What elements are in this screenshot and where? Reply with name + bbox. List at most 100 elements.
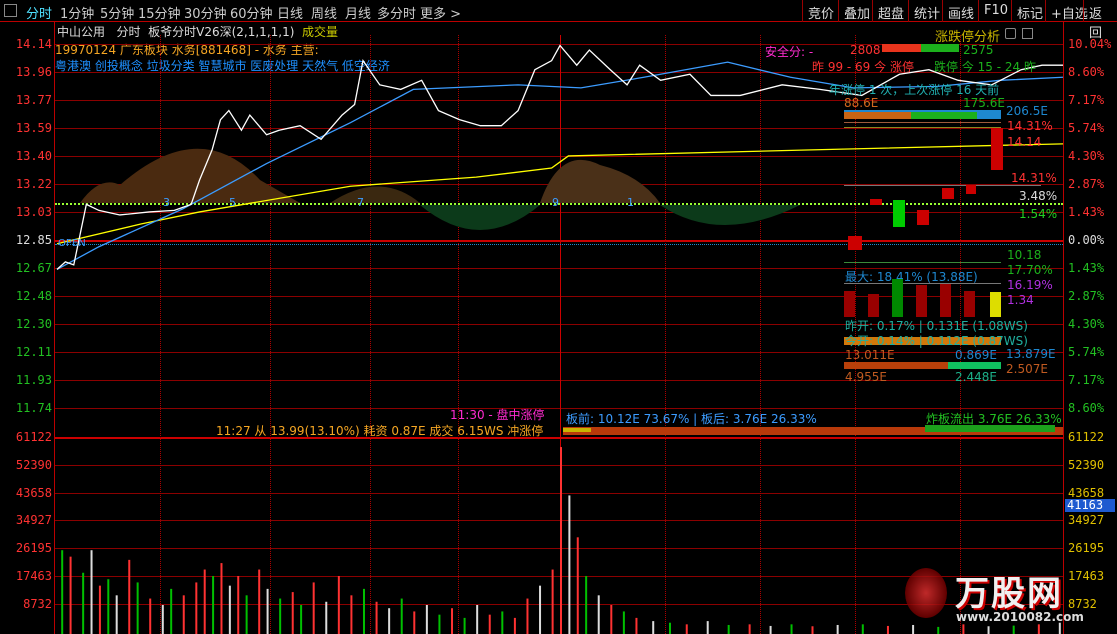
momentum-area [80,148,300,203]
collapse-up-icon[interactable] [1005,28,1016,39]
volume-tick: 17463 [1068,569,1105,583]
grid-line [55,408,1063,409]
candle [848,236,862,250]
tab-4[interactable]: 30分钟 [184,7,227,22]
tab-1[interactable]: 1分钟 [60,7,95,22]
volume-bar [1012,625,1015,634]
momentum-area [330,186,420,203]
panel-toggle-icon[interactable] [1022,28,1033,39]
volume-bar [685,624,688,634]
volume-bar [610,604,613,634]
grid-line [55,212,1063,213]
toolbar-button-8[interactable]: 返回 [1083,0,1117,41]
volume-bar [203,569,206,634]
tab-0[interactable]: 分时 [26,7,53,22]
time-grid-line [458,35,459,634]
toolbar-button-5[interactable]: F10 [978,0,1013,22]
volume-bar [266,588,269,634]
volume-bar [836,624,839,634]
volume-bar [258,569,261,634]
amount-e1: 13.879E [1006,347,1056,361]
amount-e2: 13.011E [845,348,895,362]
volume-bar [987,626,990,634]
divider [844,127,1001,128]
up-down-ratio-bar-up [882,44,921,52]
time-grid-line [270,35,271,634]
volume-bar [1058,622,1061,634]
time-grid-line [560,35,561,634]
volume-tick: 52390 [15,457,52,472]
tab-5[interactable]: 60分钟 [230,7,273,22]
volume-bar [195,582,198,634]
candle [870,199,882,205]
pct-tick: 4.30% [1068,317,1105,331]
tab-2[interactable]: 5分钟 [100,7,135,22]
signal-marker: 3 [163,196,170,209]
time-grid-line [665,35,666,634]
up-down-ratio-bar-down [921,44,959,52]
toolbar-button-4[interactable]: 画线 [942,0,979,22]
flow-bar-left [844,362,948,369]
volume-bar [128,559,131,634]
limit-up-note: 11:27 从 13.99(13.10%) 耗资 0.87E 成交 6.15WS… [216,424,544,438]
toolbar-button-2[interactable]: 超盘 [872,0,909,22]
momentum-area [660,205,800,225]
toolbar-button-3[interactable]: 统计 [908,0,945,22]
volume-bar [539,585,542,634]
price-tick: 12.30 [15,317,52,331]
volume-bar [388,608,391,634]
pct-tick: 2.87% [1068,177,1105,191]
tab-10[interactable]: 更多 > [420,7,462,22]
tab-7[interactable]: 周线 [311,7,338,22]
pct-tick: 8.60% [1068,65,1105,79]
price-tick: 13.03 [15,205,52,219]
volume-bar [811,626,814,634]
average-price-line [56,61,1064,270]
volume-bar [622,611,625,634]
grid-line [55,72,1063,73]
volume-bar [220,563,223,634]
pct-tick: 1.43% [1068,261,1105,275]
toolbar-button-1[interactable]: 叠加 [838,0,875,22]
volume-bar [551,569,554,634]
panel-toggle-icon[interactable] [4,4,17,17]
mini-bar [990,292,1001,317]
volume-bar [769,625,772,634]
tab-6[interactable]: 日线 [277,7,304,22]
yesterday-open: 昨开: 0.17% | 0.131E (1.08WS) [845,319,1028,333]
tab-9[interactable]: 多分时 [377,7,417,22]
flow-bar-right [948,362,1001,369]
volume-bar [279,598,282,634]
pct-tick: 7.17% [1068,93,1105,107]
signal-marker: 7 [357,196,364,209]
year-limit-stats: 年涨停 1 次，上次涨停 16 天前 [829,83,1000,97]
price-tick: 12.67 [15,261,52,275]
chart-header: 中山公用 分时 板爷分时V26深(2,1,1,1,1) 成交量 [57,23,338,40]
time-grid-line [160,35,161,634]
volume-tick: 34927 [15,513,52,528]
price-tick: 13.40 [15,149,52,163]
axis-border [54,22,55,634]
price-1: 14.14 [1007,135,1042,149]
pct-2: 14.31% [1011,171,1057,185]
tab-8[interactable]: 月线 [345,7,372,22]
toolbar-button-6[interactable]: 标记 [1011,0,1048,22]
toolbar-button-0[interactable]: 竞价 [802,0,839,22]
toolbar-button-7[interactable]: +自选 [1045,0,1093,22]
tab-3[interactable]: 15分钟 [138,7,181,22]
signal-marker: 1 [627,196,634,209]
volume-bar [438,614,441,634]
pct-tick: 8.60% [1068,401,1105,415]
volume-bar [576,537,579,634]
axis-border [1063,22,1064,634]
volume-bar [61,550,64,634]
volume-bar [451,608,454,634]
volume-bar [635,617,638,634]
volume-bar [245,595,248,634]
panel-title: 涨跌停分析 [935,30,1001,45]
mini-bar [940,284,951,317]
volume-tick: 26195 [15,541,52,556]
time-grid-line [370,35,371,634]
price-line [56,44,1063,270]
divider [844,283,1001,284]
